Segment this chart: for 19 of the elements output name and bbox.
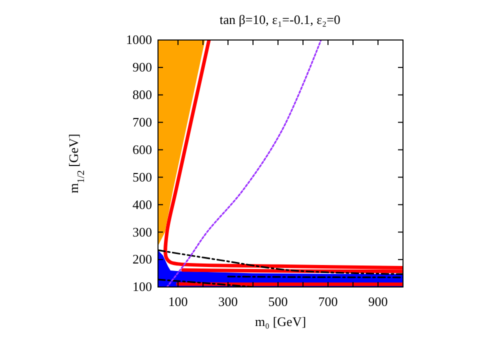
line-series — [166, 40, 322, 287]
x-tick-label: 900 — [368, 294, 388, 310]
x-tick-label: 700 — [318, 294, 338, 310]
y-tick-label: 400 — [132, 196, 152, 212]
y-tick-label: 100 — [132, 279, 152, 294]
y-tick-label: 200 — [132, 252, 152, 267]
y-tick-label: 300 — [132, 224, 152, 240]
x-axis-title: m₀ [GeV] — [254, 314, 306, 329]
y-tick-label: 800 — [132, 87, 152, 102]
chart-title: tan β=10, ε₁=-0.1, ε₂=0 — [220, 12, 340, 27]
x-tick-label: 300 — [218, 294, 238, 310]
y-tick-label: 900 — [132, 60, 152, 75]
x-tick-label: 100 — [168, 294, 188, 310]
y-tick-label: 500 — [132, 169, 152, 184]
y-tick-label: 600 — [132, 142, 152, 157]
y-tick-label: 700 — [132, 114, 152, 130]
x-tick-label: 500 — [268, 294, 288, 310]
y-tick-label: 1000 — [126, 32, 152, 48]
line-series — [164, 40, 403, 270]
